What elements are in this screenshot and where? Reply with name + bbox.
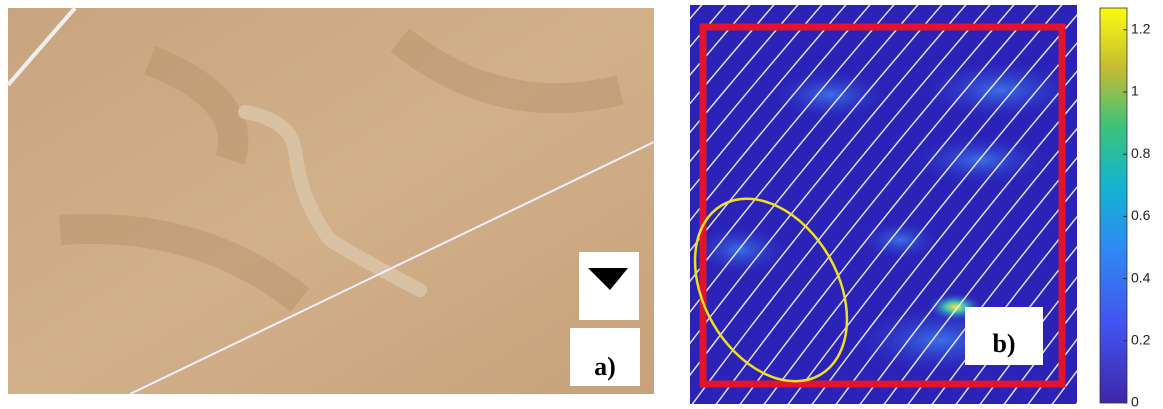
tick-label: 0.4 (1131, 269, 1151, 285)
heat-blob (920, 60, 1080, 120)
tick-label: 1 (1131, 83, 1139, 99)
photo-panel: a) (8, 8, 654, 394)
colorbar-scale (1100, 8, 1127, 403)
tick-label: 0.8 (1131, 145, 1151, 161)
panel-label: b) (992, 329, 1015, 358)
colorbar: 0 0.2 0.4 0.6 0.8 1 1.2 (1100, 8, 1151, 409)
tick-label: 0.6 (1131, 207, 1151, 223)
tick-label: 0 (1131, 394, 1139, 409)
tick-label: 0.2 (1131, 331, 1151, 347)
scan-line (1144, 0, 1163, 409)
tick-label: 1.2 (1131, 20, 1151, 36)
figure: a) b) 0 0.2 0.4 0.6 0.8 1 1.2 (0, 0, 1163, 409)
heat-blob (770, 70, 890, 120)
panel-label: a) (594, 352, 616, 381)
photo (8, 8, 654, 394)
